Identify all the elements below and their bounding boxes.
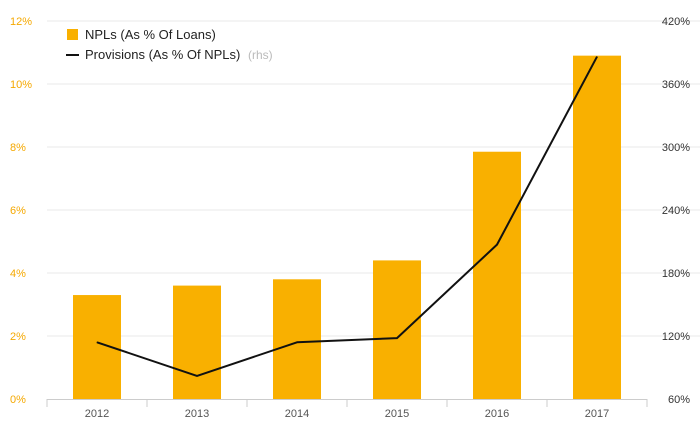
y-right-tick-label: 420%: [662, 16, 690, 28]
provisions-line: [96, 56, 598, 377]
provisions-point-2013: [196, 375, 198, 377]
x-tick-label: 2012: [85, 408, 109, 420]
y-left-tick-label: 4%: [10, 268, 26, 280]
x-tick-label: 2016: [485, 408, 509, 420]
bar-2015: [373, 260, 421, 399]
y-left-tick-label: 0%: [10, 394, 26, 406]
legend: NPLs (As % Of Loans) Provisions (As % Of…: [66, 27, 273, 62]
provisions-point-2014: [296, 341, 298, 343]
y-axis-right: 60% 120% 180% 240% 300% 360% 420%: [662, 16, 690, 406]
bar-2014: [273, 279, 321, 399]
provisions-point-2017: [596, 56, 598, 58]
y-right-tick-label: 360%: [662, 79, 690, 91]
y-left-tick-label: 12%: [10, 16, 32, 28]
legend-label-provisions-text: Provisions (As % Of NPLs): [85, 47, 240, 62]
x-tick-label: 2013: [185, 408, 209, 420]
x-tick-label: 2017: [585, 408, 609, 420]
bar-2016: [473, 151, 521, 399]
line-series: [96, 56, 598, 377]
legend-label-npls: NPLs (As % Of Loans): [85, 27, 216, 42]
provisions-point-2016: [496, 244, 498, 246]
y-left-tick-label: 8%: [10, 142, 26, 154]
y-left-tick-label: 6%: [10, 205, 26, 217]
bar-series: [73, 55, 621, 400]
provisions-point-2015: [396, 337, 398, 339]
legend-swatch-npls: [67, 29, 78, 40]
legend-label-provisions-suffix: (rhs): [248, 48, 273, 62]
y-left-tick-label: 2%: [10, 331, 26, 343]
y-right-tick-label: 60%: [668, 394, 690, 406]
y-right-tick-label: 120%: [662, 331, 690, 343]
y-right-tick-label: 180%: [662, 268, 690, 280]
x-tick-label: 2015: [385, 408, 409, 420]
legend-label-provisions: Provisions (As % Of NPLs) (rhs): [85, 47, 273, 62]
y-left-tick-label: 10%: [10, 79, 32, 91]
y-right-tick-label: 300%: [662, 142, 690, 154]
x-tick-label: 2014: [285, 408, 309, 420]
x-axis: 2012 2013 2014 2015 2016 2017: [46, 399, 648, 420]
provisions-point-2012: [96, 341, 98, 343]
y-right-tick-label: 240%: [662, 205, 690, 217]
y-axis-left: 0% 2% 4% 6% 8% 10% 12%: [10, 16, 32, 406]
bar-2017: [573, 55, 621, 400]
bar-2013: [173, 285, 221, 399]
